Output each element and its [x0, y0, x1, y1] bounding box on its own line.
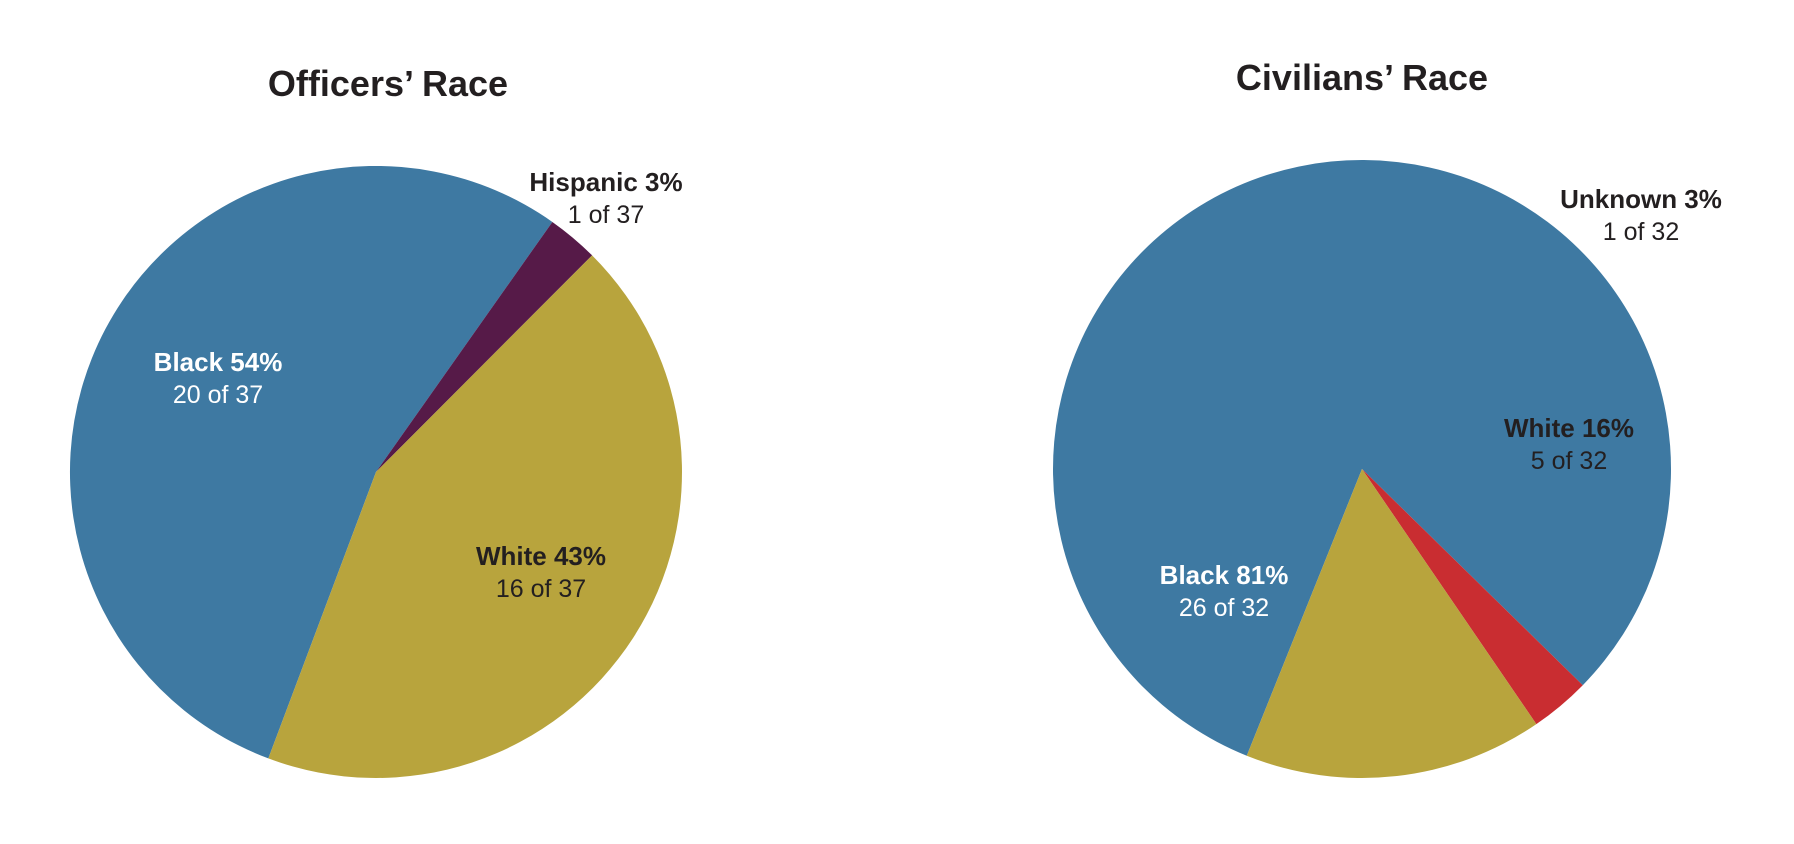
officers-pie: Black 54% 20 of 37 Hispanic 3% 1 of 37 White…	[69, 165, 683, 778]
officers-label-black-percent: Black 54%	[154, 347, 283, 377]
civilians-label-white-percent: White 16%	[1504, 413, 1634, 443]
civilians-slice-black	[1053, 159, 1672, 756]
civilians-label-unknown-count: 1 of 32	[1603, 218, 1679, 246]
civilians-label-black-count: 26 of 32	[1179, 594, 1269, 622]
officers-label-hispanic-count: 1 of 37	[568, 201, 644, 229]
civilians-chart-title: Civilians’ Race	[1236, 57, 1488, 98]
civilians-slice-unknown	[1362, 469, 1583, 725]
civilians-label-unknown-percent: Unknown 3%	[1560, 184, 1722, 214]
officers-slice-white	[268, 255, 682, 778]
officers-label-black-count: 20 of 37	[173, 381, 263, 409]
officers-slice-black	[69, 165, 553, 759]
officers-slice-hispanic	[376, 221, 593, 472]
civilians-slice-white	[1246, 469, 1537, 778]
civilians-pie: Black 81% 26 of 32 Unknown 3% 1 of 32 White …	[1053, 159, 1722, 778]
officers-chart-title: Officers’ Race	[268, 63, 508, 104]
officers-label-white-count: 16 of 37	[496, 575, 586, 603]
civilians-label-black-percent: Black 81%	[1160, 560, 1289, 590]
officers-label-white-percent: White 43%	[476, 541, 606, 571]
officers-label-hispanic-percent: Hispanic 3%	[529, 167, 682, 197]
civilians-label-white-count: 5 of 32	[1531, 447, 1607, 475]
